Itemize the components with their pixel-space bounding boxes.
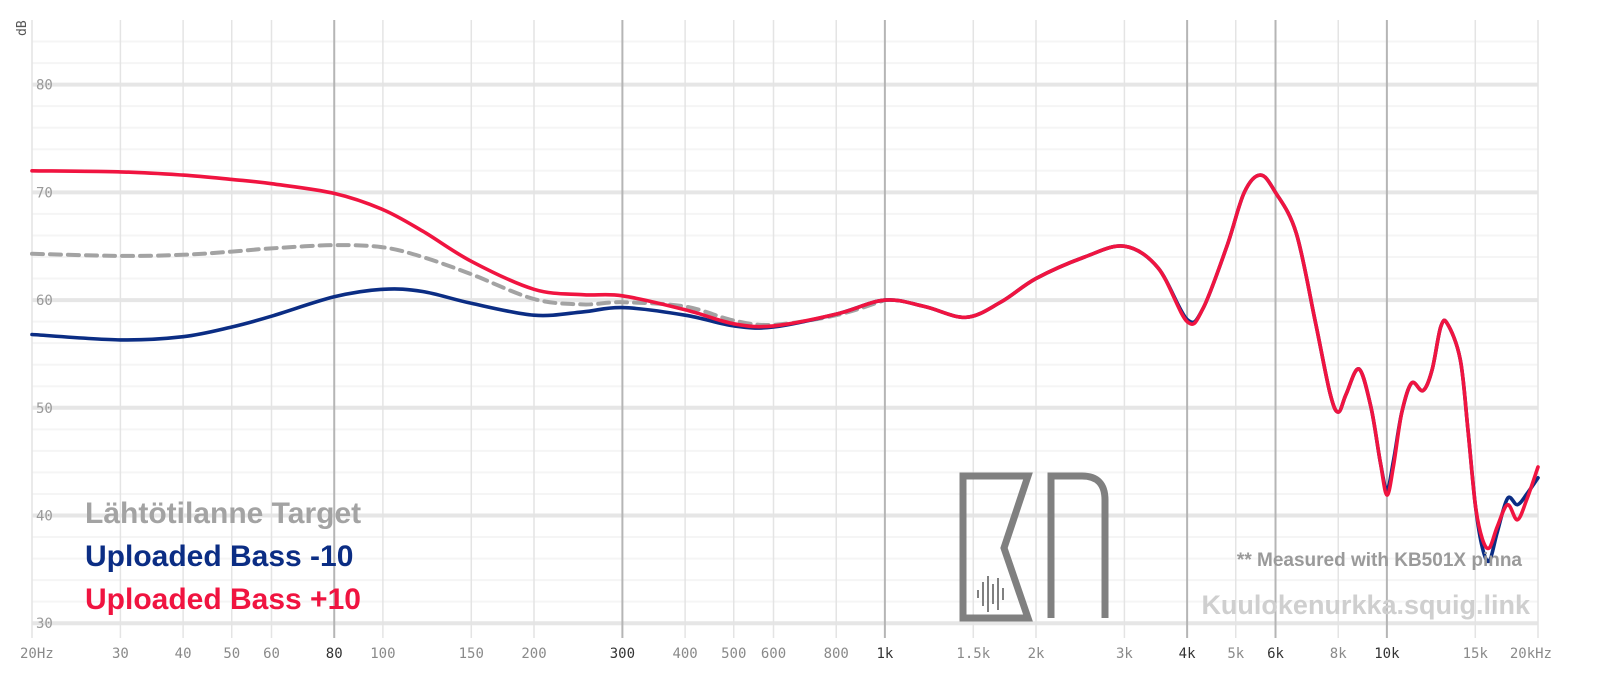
x-tick-label: 4k xyxy=(1179,646,1196,662)
site-watermark: Kuulokenurkka.squig.link xyxy=(1201,590,1531,620)
y-tick-label: 60 xyxy=(36,293,53,309)
x-tick-label: 40 xyxy=(175,646,192,662)
x-tick-label: 10k xyxy=(1374,646,1400,662)
y-tick-label: 50 xyxy=(36,401,53,417)
measurement-note: ** Measured with KB501X pinna xyxy=(1237,550,1523,571)
x-tick-label: 50 xyxy=(223,646,240,662)
y-axis: 30 40 50 60 70 80 xyxy=(36,78,53,633)
x-tick-label: 5k xyxy=(1227,646,1244,662)
y-tick-label: 40 xyxy=(36,509,53,525)
x-tick-label: 1.5k xyxy=(956,646,990,662)
y-tick-label: 80 xyxy=(36,78,53,94)
x-tick-label: 600 xyxy=(761,646,786,662)
x-tick-label: 20Hz xyxy=(20,646,54,662)
x-tick-label: 100 xyxy=(370,646,395,662)
legend-entry-0: Lähtötilanne Target xyxy=(85,497,361,530)
kb-logo xyxy=(959,472,1109,622)
series-line-2 xyxy=(30,169,1540,551)
x-axis: 20Hz 30 40 50 60 80 100 150 200 300 400 500 600 800 1k… xyxy=(20,646,1552,662)
x-tick-label: 6k xyxy=(1267,646,1284,662)
series-lines xyxy=(30,169,1540,564)
legend: Lähtötilanne Target Uploaded Bass -10 Uplo… xyxy=(85,497,361,616)
x-tick-label: 800 xyxy=(824,646,849,662)
y-tick-label: 70 xyxy=(36,185,53,201)
y-axis-unit: dB xyxy=(15,20,30,36)
x-tick-label: 1k xyxy=(876,646,893,662)
x-tick-label: 300 xyxy=(610,646,635,662)
legend-entry-1: Uploaded Bass -10 xyxy=(85,540,353,573)
x-tick-label: 30 xyxy=(112,646,129,662)
x-tick-label: 8k xyxy=(1330,646,1347,662)
series-line-0 xyxy=(30,243,887,328)
x-tick-label: 150 xyxy=(459,646,484,662)
x-tick-label: 20kHz xyxy=(1510,646,1552,662)
x-tick-label: 60 xyxy=(263,646,280,662)
x-tick-label: 500 xyxy=(721,646,746,662)
x-tick-label: 80 xyxy=(326,646,343,662)
x-tick-label: 3k xyxy=(1116,646,1133,662)
grid xyxy=(31,20,1539,638)
x-tick-label: 200 xyxy=(521,646,546,662)
x-tick-label: 400 xyxy=(672,646,697,662)
legend-entry-2: Uploaded Bass +10 xyxy=(85,583,361,616)
y-tick-label: 30 xyxy=(36,616,53,632)
x-tick-label: 2k xyxy=(1028,646,1045,662)
x-tick-label: 15k xyxy=(1463,646,1489,662)
